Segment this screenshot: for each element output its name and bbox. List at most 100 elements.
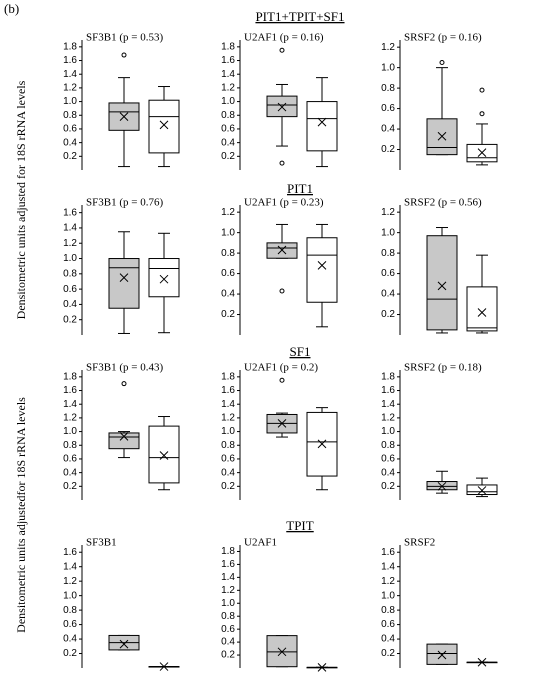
y-tick-label: 0.4 — [221, 637, 235, 648]
y-tick-label: 1.2 — [381, 207, 395, 218]
y-tick-label: 1.4 — [63, 561, 77, 572]
y-tick-label: 1.6 — [63, 385, 77, 396]
y-tick-label: 1.6 — [221, 559, 235, 570]
y-tick-label: 0.6 — [381, 619, 395, 630]
panel-title: SF3B1 (p = 0.53) — [86, 32, 163, 44]
y-tick-label: 0.2 — [63, 648, 77, 659]
section-heading: PIT1 — [287, 181, 313, 196]
y-tick-label: 1.8 — [221, 371, 235, 382]
y-tick-label: 1.6 — [221, 385, 235, 396]
mean-marker — [119, 432, 129, 441]
y-tick-label: 0.4 — [381, 634, 395, 645]
y-tick-label: 0.4 — [221, 467, 235, 478]
y-tick-label: 1.4 — [221, 69, 235, 80]
y-tick-label: 0.8 — [221, 611, 235, 622]
section-heading: SF1 — [290, 344, 311, 359]
box — [108, 432, 140, 450]
y-tick-label: 1.4 — [381, 399, 395, 410]
y-tick-label: 0.8 — [63, 268, 77, 279]
mean-marker — [477, 657, 487, 667]
y-tick-label: 0.2 — [221, 151, 235, 162]
y-tick-label: 0.6 — [221, 454, 235, 465]
panel-title: SRSF2 (p = 0.16) — [404, 32, 482, 44]
mean-marker — [159, 662, 169, 671]
y-tick-label: 1.2 — [63, 413, 77, 424]
y-tick-label: 1.4 — [63, 223, 77, 234]
mean-marker — [437, 481, 447, 491]
y-tick-label: 1.0 — [221, 227, 235, 238]
panel-title: SF3B1 (p = 0.43) — [86, 362, 163, 374]
y-tick-label: 1.0 — [63, 253, 77, 264]
y-tick-label: 1.2 — [221, 585, 235, 596]
box — [466, 286, 498, 332]
y-tick-label: 0.6 — [221, 268, 235, 279]
y-tick-label: 0.6 — [63, 284, 77, 295]
mean-marker — [477, 148, 487, 157]
y-tick-label: 1.0 — [221, 426, 235, 437]
y-tick-label: 0.2 — [63, 151, 77, 162]
outlier — [279, 288, 285, 294]
y-tick-label: 0.8 — [63, 110, 77, 121]
y-tick-label: 0.2 — [63, 481, 77, 492]
outlier — [439, 60, 445, 66]
y-tick-label: 1.6 — [63, 547, 77, 558]
y-tick-label: 0.4 — [221, 137, 235, 148]
box — [108, 258, 140, 309]
y-tick-label: 0.6 — [381, 454, 395, 465]
panel-title: U2AF1 (p = 0.2) — [244, 362, 318, 374]
y-tick-label: 0.6 — [221, 124, 235, 135]
y-tick-label: 0.8 — [381, 83, 395, 94]
y-tick-label: 1.0 — [63, 96, 77, 107]
mean-marker — [277, 102, 287, 112]
y-tick-label: 1.4 — [63, 399, 77, 410]
y-tick-label: 1.2 — [221, 207, 235, 218]
y-tick-label: 1.2 — [381, 413, 395, 424]
y-tick-label: 1.6 — [63, 55, 77, 66]
y-tick-label: 1.0 — [63, 590, 77, 601]
y-tick-label: 1.4 — [221, 572, 235, 583]
outlier — [121, 381, 127, 387]
outlier — [479, 87, 485, 93]
box — [148, 258, 180, 298]
y-tick-label: 0.8 — [221, 440, 235, 451]
y-tick-label: 1.6 — [381, 385, 395, 396]
y-tick-label: 1.0 — [381, 426, 395, 437]
y-tick-label: 1.0 — [63, 426, 77, 437]
y-tick-label: 1.0 — [381, 590, 395, 601]
y-tick-label: 0.4 — [63, 299, 77, 310]
box — [426, 235, 458, 331]
y-tick-label: 1.8 — [221, 41, 235, 52]
y-axis-label: Densitometric units adjusted for 18S rRN… — [14, 80, 28, 319]
mean-marker — [159, 274, 169, 284]
y-tick-label: 0.4 — [63, 634, 77, 645]
y-tick-label: 0.4 — [381, 124, 395, 135]
box — [148, 425, 180, 484]
y-tick-label: 0.8 — [381, 605, 395, 616]
panel-title: SRSF2 — [404, 537, 435, 549]
panel-title: U2AF1 (p = 0.16) — [244, 32, 324, 44]
y-tick-label: 0.2 — [381, 144, 395, 155]
y-tick-label: 1.2 — [221, 413, 235, 424]
panel-title: U2AF1 — [244, 537, 277, 549]
y-tick-label: 1.2 — [63, 576, 77, 587]
section-heading: TPIT — [286, 518, 314, 533]
y-tick-label: 0.8 — [381, 440, 395, 451]
y-tick-label: 1.6 — [221, 55, 235, 66]
box — [306, 101, 338, 152]
panel-title: SF3B1 (p = 0.76) — [86, 197, 163, 209]
mean-marker — [317, 261, 327, 270]
mean-marker — [277, 419, 287, 428]
y-tick-label: 0.6 — [63, 454, 77, 465]
y-tick-label: 0.2 — [63, 314, 77, 325]
y-tick-label: 0.4 — [381, 467, 395, 478]
y-tick-label: 1.8 — [381, 371, 395, 382]
section-heading: PIT1+TPIT+SF1 — [255, 9, 344, 24]
outlier — [121, 52, 127, 58]
mean-marker — [277, 245, 287, 255]
y-tick-label: 1.2 — [381, 42, 395, 53]
mean-marker — [277, 647, 287, 657]
y-tick-label: 0.6 — [221, 624, 235, 635]
y-tick-label: 0.8 — [221, 248, 235, 259]
